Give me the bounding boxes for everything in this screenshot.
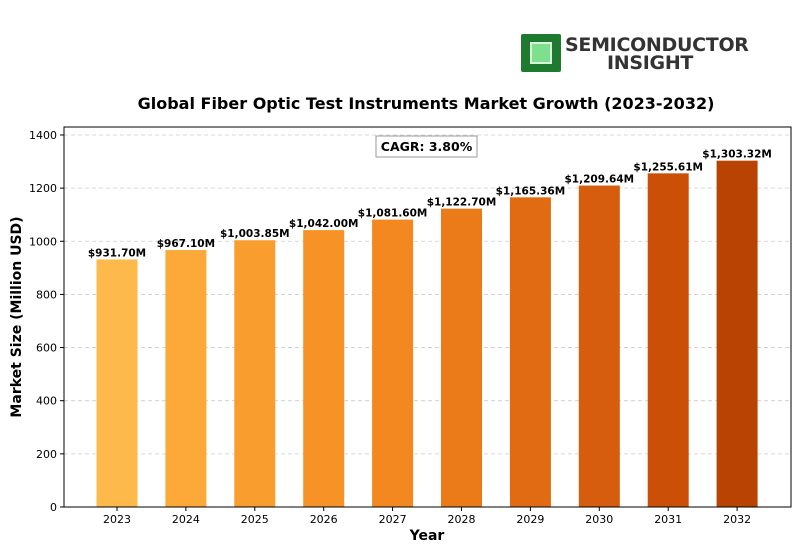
brand-name-line1: SEMICONDUCTOR [565, 34, 749, 56]
y-axis-ticks: 0 200 400 600 800 1000 1200 1400 [29, 129, 64, 514]
y-tick-label: 200 [36, 448, 57, 461]
brand-name-line2: INSIGHT [607, 52, 694, 74]
x-tick-label: 2030 [585, 513, 613, 526]
data-label: $1,122.70M [427, 197, 497, 209]
data-label: $1,081.60M [358, 208, 428, 220]
x-tick-label: 2032 [723, 513, 751, 526]
data-label: $1,255.61M [633, 161, 703, 173]
x-tick-label: 2028 [448, 513, 476, 526]
x-axis-label: Year [409, 528, 445, 544]
x-tick-label: 2023 [103, 513, 131, 526]
bar [96, 259, 138, 507]
bars [96, 160, 758, 508]
data-label: $1,303.32M [702, 149, 772, 161]
bar [303, 230, 345, 507]
bar [234, 240, 276, 507]
cagr-label: CAGR: 3.80% [381, 139, 473, 154]
y-tick-label: 800 [36, 288, 57, 301]
chip-icon [521, 34, 561, 72]
y-tick-label: 400 [36, 395, 57, 408]
chart-title: Global Fiber Optic Test Instruments Mark… [138, 94, 715, 113]
cagr-annotation: CAGR: 3.80% [375, 135, 478, 158]
plot-frame [63, 126, 792, 508]
x-tick-label: 2024 [172, 513, 200, 526]
y-tick-label: 1000 [29, 235, 57, 248]
x-tick-label: 2029 [516, 513, 544, 526]
x-tick-label: 2027 [379, 513, 407, 526]
data-label: $931.70M [88, 247, 146, 259]
y-tick-label: 0 [50, 501, 57, 514]
bar [716, 160, 758, 508]
x-axis-ticks: 2023 2024 2025 2026 2027 2028 2029 2030 2031 2032 [103, 507, 751, 526]
cagr-box [375, 135, 478, 158]
data-label: $1,165.36M [496, 185, 566, 197]
bar [647, 173, 689, 507]
data-label: $1,209.64M [565, 174, 635, 186]
y-tick-label: 1400 [29, 129, 57, 142]
x-tick-label: 2026 [310, 513, 338, 526]
data-label: $967.10M [157, 238, 215, 250]
x-tick-label: 2025 [241, 513, 269, 526]
y-tick-label: 600 [36, 342, 57, 355]
x-tick-label: 2031 [654, 513, 682, 526]
bar [509, 197, 551, 507]
bar [578, 185, 620, 508]
y-axis-label: Market Size (Million USD) [9, 216, 25, 417]
bar [441, 208, 482, 507]
data-label: $1,003.85M [220, 228, 290, 240]
brand-logo: SEMICONDUCTOR INSIGHT [521, 34, 751, 74]
data-label: $1,042.00M [289, 218, 359, 230]
bar [372, 219, 414, 507]
y-tick-label: 1200 [29, 182, 57, 195]
bar [165, 250, 207, 507]
data-labels: $931.70M $967.10M $1,003.85M$1,042.00M$1,0… [88, 149, 772, 260]
